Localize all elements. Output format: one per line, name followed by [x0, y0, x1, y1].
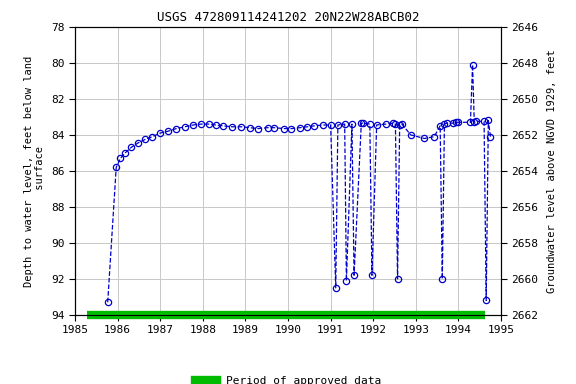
Y-axis label: Groundwater level above NGVD 1929, feet: Groundwater level above NGVD 1929, feet [547, 49, 557, 293]
Title: USGS 472809114241202 20N22W28ABCB02: USGS 472809114241202 20N22W28ABCB02 [157, 11, 419, 24]
Y-axis label: Depth to water level, feet below land
 surface: Depth to water level, feet below land su… [24, 55, 46, 286]
Legend: Period of approved data: Period of approved data [191, 371, 385, 384]
